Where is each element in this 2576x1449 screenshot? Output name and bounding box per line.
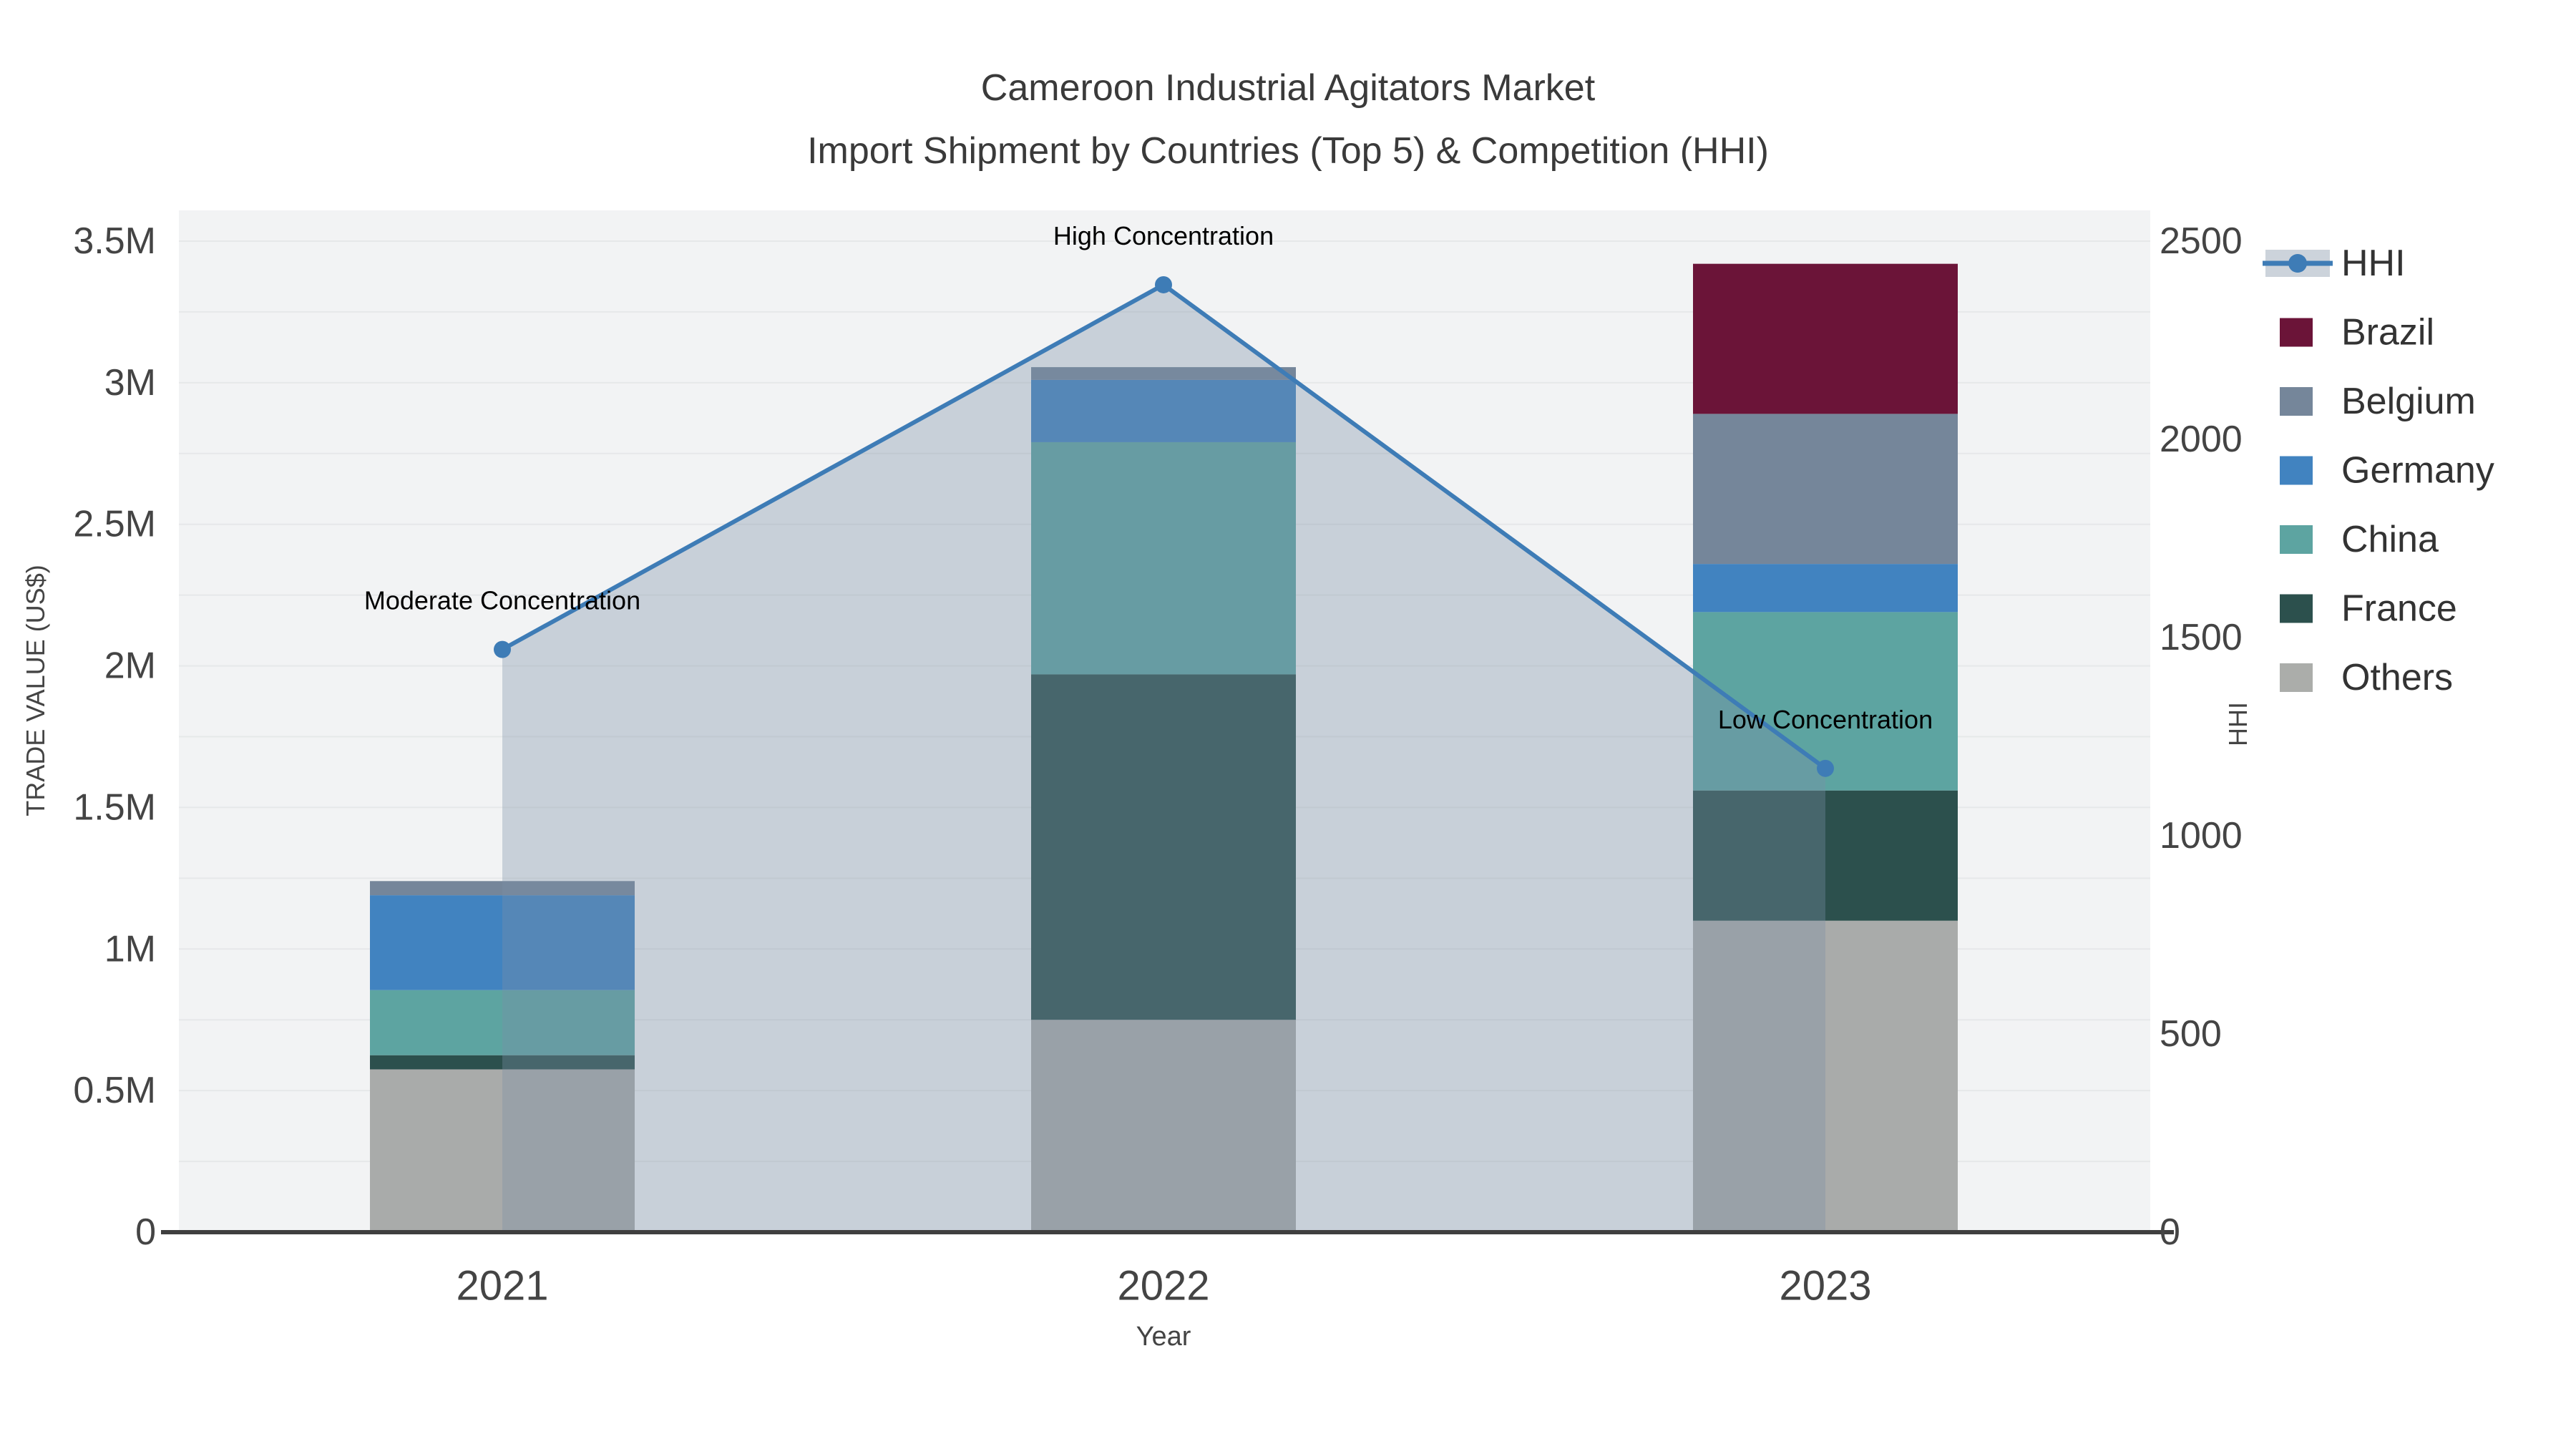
legend-hhi-marker-icon <box>2288 254 2307 273</box>
x-axis-title: Year <box>1136 1322 1191 1352</box>
legend-label: Germany <box>2341 450 2494 492</box>
legend-label: Others <box>2341 657 2453 698</box>
legend-color-swatch <box>2280 525 2313 554</box>
legend: HHI Brazil Belgium Germany China France Others <box>2263 243 2494 698</box>
y1-tick-label-0: 0 <box>135 1211 156 1253</box>
bar-segment-2023-others[interactable] <box>1693 920 1958 1232</box>
x-tick-label-2021: 2021 <box>456 1263 548 1309</box>
bar-segment-2022-others[interactable] <box>1031 1020 1296 1232</box>
legend-item-hhi[interactable]: HHI <box>2263 243 2406 284</box>
legend-item-belgium[interactable]: Belgium <box>2280 381 2476 422</box>
legend-item-others[interactable]: Others <box>2280 657 2453 698</box>
y2-tick-label-2500: 2500 <box>2160 220 2243 262</box>
annotation-low-concentration: Low Concentration <box>1718 705 1933 734</box>
y2-axis-title: HHI <box>2223 702 2253 746</box>
bar-segment-2023-france[interactable] <box>1693 790 1958 921</box>
legend-item-china[interactable]: China <box>2280 519 2439 560</box>
y2-tick-label-0: 0 <box>2160 1211 2180 1253</box>
legend-color-swatch <box>2280 663 2313 692</box>
legend-color-swatch <box>2280 456 2313 485</box>
bar-segment-2021-china[interactable] <box>370 990 635 1055</box>
y1-tick-label-3m: 3M <box>104 362 156 404</box>
hhi-point-2022[interactable] <box>1155 275 1172 293</box>
y1-tick-label-1-5m: 1.5M <box>73 786 156 828</box>
legend-label: France <box>2341 588 2457 630</box>
legend-label: Brazil <box>2341 312 2434 353</box>
y1-tick-label-0-5m: 0.5M <box>73 1070 156 1111</box>
bar-segment-2022-germany[interactable] <box>1031 379 1296 442</box>
y1-axis-title: TRADE VALUE (US$) <box>21 565 50 816</box>
hhi-point-2021[interactable] <box>494 640 511 658</box>
legend-item-france[interactable]: France <box>2280 588 2457 630</box>
legend-color-swatch <box>2280 387 2313 416</box>
bar-segment-2021-germany[interactable] <box>370 895 635 990</box>
bar-segment-2021-others[interactable] <box>370 1069 635 1232</box>
y1-tick-label-1m: 1M <box>104 928 156 970</box>
y1-tick-label-3-5m: 3.5M <box>73 220 156 262</box>
x-tick-label-2022: 2022 <box>1117 1263 1209 1309</box>
legend-color-swatch <box>2280 594 2313 623</box>
bar-segment-2023-germany[interactable] <box>1693 564 1958 613</box>
annotation-high-concentration: High Concentration <box>1053 221 1274 250</box>
legend-item-brazil[interactable]: Brazil <box>2280 312 2434 353</box>
y2-tick-label-1500: 1500 <box>2160 617 2243 658</box>
legend-label: China <box>2341 519 2439 560</box>
legend-item-germany[interactable]: Germany <box>2280 450 2494 492</box>
bar-segment-2021-belgium[interactable] <box>370 881 635 896</box>
legend-label: Belgium <box>2341 381 2476 422</box>
bar-segment-2022-china[interactable] <box>1031 441 1296 675</box>
bar-segment-2023-brazil[interactable] <box>1693 263 1958 414</box>
legend-color-swatch <box>2280 318 2313 347</box>
bar-segment-2022-france[interactable] <box>1031 674 1296 1020</box>
plot-group: Moderate Concentration High Concentration… <box>73 210 2243 1309</box>
y2-tick-label-1000: 1000 <box>2160 815 2243 857</box>
bar-segment-2021-france[interactable] <box>370 1055 635 1070</box>
x-tick-label-2023: 2023 <box>1779 1263 1871 1309</box>
chart-title-line2: Import Shipment by Countries (Top 5) & C… <box>807 130 1769 172</box>
y2-tick-label-2000: 2000 <box>2160 419 2243 460</box>
y1-tick-label-2m: 2M <box>104 645 156 687</box>
hhi-point-2023[interactable] <box>1817 759 1834 777</box>
y2-tick-label-500: 500 <box>2160 1013 2222 1055</box>
hhi-area-fill <box>502 284 1825 1233</box>
y1-tick-label-2-5m: 2.5M <box>73 504 156 545</box>
bar-segment-2022-belgium[interactable] <box>1031 367 1296 380</box>
chart-title-line1: Cameroon Industrial Agitators Market <box>981 67 1596 109</box>
bar-segment-2023-belgium[interactable] <box>1693 414 1958 565</box>
legend-label: HHI <box>2341 243 2406 284</box>
annotation-moderate-concentration: Moderate Concentration <box>364 586 640 615</box>
